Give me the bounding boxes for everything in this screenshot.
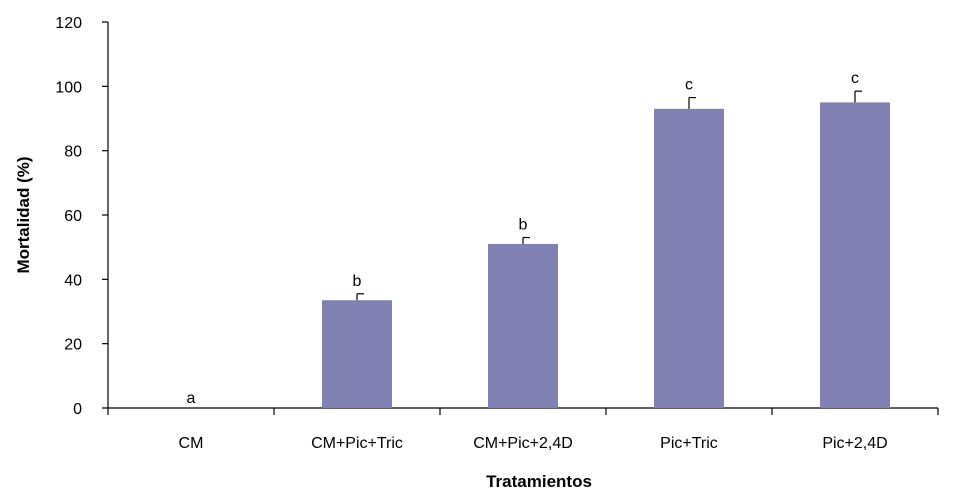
bar [322, 300, 392, 408]
bar [654, 108, 724, 408]
significance-letter: a [187, 390, 196, 407]
y-tick-label: 120 [55, 15, 82, 32]
y-tick-label: 80 [64, 144, 82, 161]
y-tick-label: 40 [64, 272, 82, 289]
y-tick-label: 20 [64, 337, 82, 354]
bar [488, 243, 558, 408]
y-tick-label: 100 [55, 79, 82, 96]
significance-letter: b [519, 217, 528, 234]
x-category-label: CM+Pic+2,4D [473, 435, 573, 452]
y-axis-title: Mortalidad (%) [14, 156, 33, 273]
significance-letter: c [685, 77, 693, 94]
bar [820, 102, 890, 409]
x-category-label: Pic+Tric [660, 435, 718, 452]
x-category-label: CM+Pic+Tric [311, 435, 403, 452]
x-category-label: CM [179, 435, 204, 452]
x-category-label: Pic+2,4D [822, 435, 887, 452]
significance-letter: c [851, 70, 859, 87]
y-tick-label: 60 [64, 208, 82, 225]
x-axis-title: Tratamientos [486, 472, 592, 491]
y-tick-label: 0 [73, 401, 82, 418]
significance-letter: b [353, 273, 362, 290]
